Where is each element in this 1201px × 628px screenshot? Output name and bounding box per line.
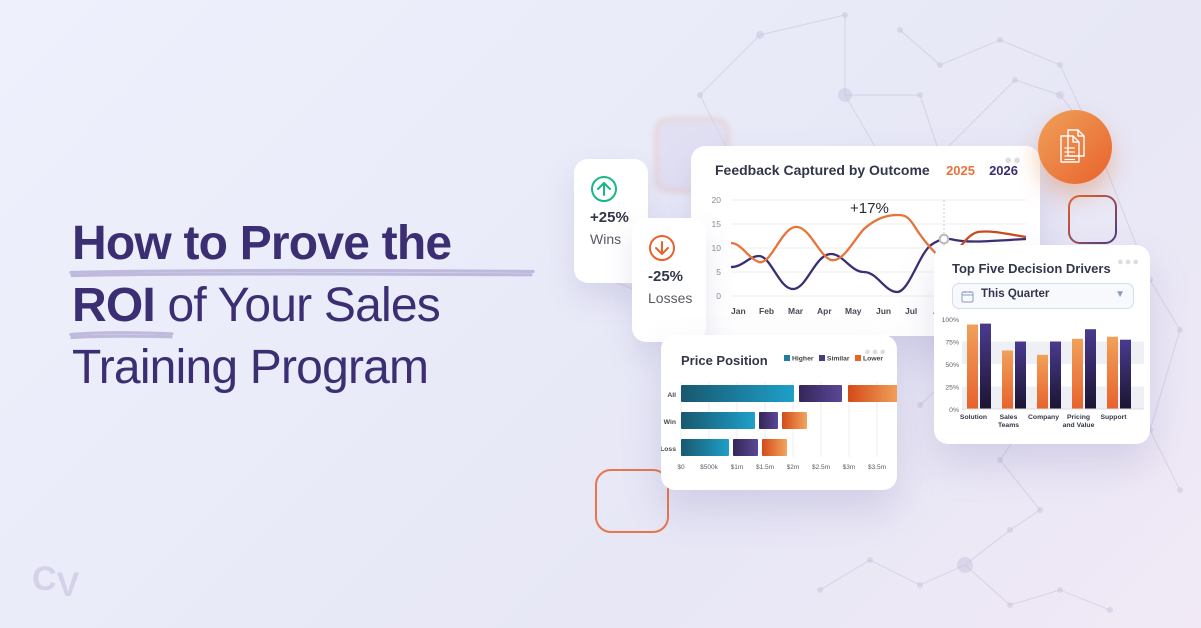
svg-text:0%: 0% xyxy=(949,407,959,414)
svg-text:Company: Company xyxy=(1028,414,1059,421)
svg-text:$500k: $500k xyxy=(700,464,718,471)
svg-text:Feb: Feb xyxy=(759,306,774,316)
svg-text:$1m: $1m xyxy=(731,464,744,471)
svg-text:100%: 100% xyxy=(942,317,959,324)
svg-text:10: 10 xyxy=(712,243,722,253)
svg-text:20: 20 xyxy=(712,195,722,205)
svg-text:Support: Support xyxy=(1100,414,1127,421)
svg-text:Mar: Mar xyxy=(788,306,804,316)
svg-text:Apr: Apr xyxy=(817,306,832,316)
svg-text:Win: Win xyxy=(664,419,676,426)
svg-text:$2m: $2m xyxy=(787,464,800,471)
svg-text:5: 5 xyxy=(716,267,721,277)
svg-text:$0: $0 xyxy=(677,464,685,471)
svg-text:All: All xyxy=(667,392,676,399)
svg-text:Jul: Jul xyxy=(905,306,917,316)
svg-text:Pricing: Pricing xyxy=(1067,414,1090,421)
svg-text:$3.5m: $3.5m xyxy=(868,464,886,471)
svg-text:Jun: Jun xyxy=(876,306,891,316)
svg-text:25%: 25% xyxy=(945,385,959,392)
svg-text:50%: 50% xyxy=(945,362,959,369)
svg-text:0: 0 xyxy=(716,291,721,301)
svg-text:Sales: Sales xyxy=(1000,414,1018,421)
svg-text:and Value: and Value xyxy=(1063,422,1095,429)
svg-text:Jan: Jan xyxy=(731,306,746,316)
svg-text:75%: 75% xyxy=(945,340,959,347)
svg-text:Solution: Solution xyxy=(960,414,987,421)
svg-text:May: May xyxy=(845,306,862,316)
svg-text:Teams: Teams xyxy=(998,422,1019,429)
svg-text:$2.5m: $2.5m xyxy=(812,464,830,471)
svg-text:Loss: Loss xyxy=(661,446,676,453)
svg-text:$1.5m: $1.5m xyxy=(756,464,774,471)
svg-text:$3m: $3m xyxy=(843,464,856,471)
svg-text:15: 15 xyxy=(712,219,722,229)
